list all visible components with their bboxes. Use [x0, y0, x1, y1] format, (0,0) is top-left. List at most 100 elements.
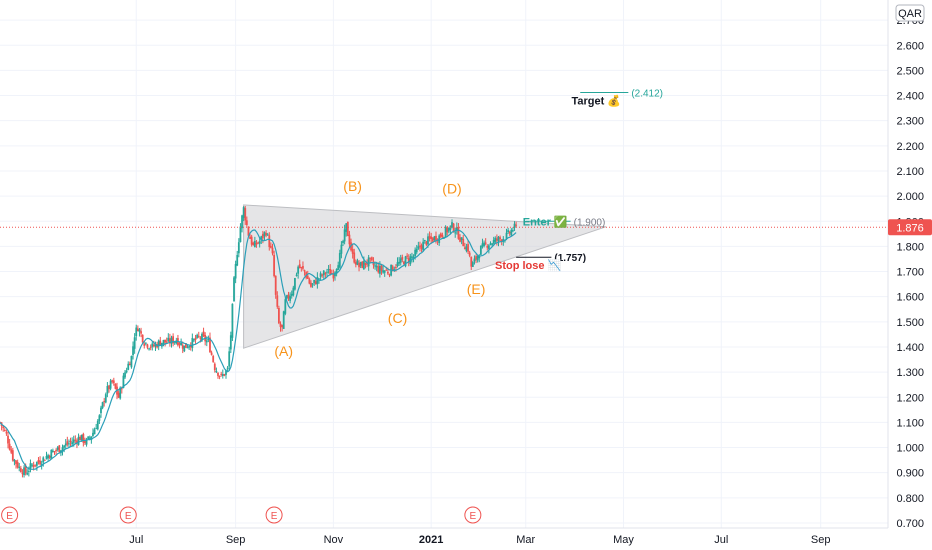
candle-body — [23, 467, 25, 476]
candle-body — [247, 226, 250, 236]
candle-body — [66, 441, 69, 445]
x-tick-label: Jul — [714, 534, 728, 546]
candle-body — [210, 352, 213, 355]
candle-body — [473, 258, 476, 262]
candle-body — [297, 266, 300, 274]
candle-body — [318, 278, 320, 280]
candle-body — [122, 375, 125, 389]
candle-body — [229, 335, 232, 350]
candle-body — [451, 222, 453, 228]
candle-body — [77, 436, 80, 445]
candle-body — [74, 439, 77, 441]
candle-body — [84, 440, 86, 443]
candle-body — [85, 439, 88, 445]
candle-body — [364, 262, 367, 265]
candle-body — [196, 334, 199, 338]
candle-body — [213, 363, 216, 371]
candle-body — [133, 337, 136, 349]
candle-body — [294, 278, 296, 290]
candle-body — [351, 249, 354, 254]
candle-body — [76, 440, 78, 444]
candle-body — [13, 459, 16, 462]
candle-body — [80, 434, 83, 441]
y-tick-label: 2.300 — [896, 116, 924, 128]
candle-body — [261, 234, 264, 239]
candle-body — [144, 342, 147, 344]
candle-body — [215, 371, 218, 373]
candle-body — [205, 340, 208, 343]
candle-body — [335, 269, 338, 274]
candle-body — [34, 464, 37, 466]
candle-body — [289, 296, 292, 301]
candle-body — [169, 338, 171, 344]
x-tick-label: 2021 — [419, 534, 443, 546]
candle-body — [334, 272, 336, 277]
candle-body — [252, 242, 255, 246]
candle-body — [324, 273, 327, 275]
candle-body — [332, 273, 335, 279]
candle-body — [27, 470, 30, 472]
candle-body — [263, 232, 266, 237]
candle-body — [154, 343, 157, 347]
candle-body — [403, 261, 405, 265]
x-tick-label: Sep — [226, 534, 246, 546]
earnings-circle — [119, 506, 137, 524]
candle-body — [193, 339, 195, 341]
enter-value-label: (1.900) — [574, 217, 606, 228]
candle-body — [489, 243, 492, 245]
candle-body — [356, 260, 359, 265]
candle-body — [72, 439, 75, 443]
earnings-marker[interactable]: E — [1, 506, 19, 524]
candle-body — [92, 432, 94, 437]
candle-body — [443, 236, 445, 239]
earnings-marker[interactable]: E — [265, 506, 283, 524]
candle-body — [281, 324, 284, 328]
candle-body — [303, 270, 306, 272]
candle-body — [253, 240, 256, 248]
candle-body — [82, 433, 85, 443]
candle-body — [175, 340, 178, 344]
candle-body — [266, 234, 269, 236]
candle-body — [282, 311, 285, 329]
candle-body — [186, 347, 189, 349]
candle-body — [58, 445, 61, 453]
candle-body — [245, 220, 248, 225]
target-value-label: (2.412) — [631, 89, 663, 100]
wave-label: (A) — [274, 343, 293, 359]
price-axis[interactable] — [887, 0, 932, 528]
candle-body — [486, 245, 489, 248]
earnings-marker[interactable]: E — [119, 506, 137, 524]
trade-levels: (2.412) Target 💰 (1.900) Enter ✅ (1.757)Stop… — [495, 89, 663, 273]
candle-body — [165, 341, 168, 343]
candle-body — [310, 282, 312, 287]
triangle-pattern — [243, 204, 607, 349]
candle-body — [358, 263, 360, 268]
candle-body — [342, 241, 344, 243]
y-tick-label: 1.300 — [896, 367, 924, 379]
candle-body — [462, 238, 465, 247]
candle-body — [35, 461, 38, 466]
candle-body — [286, 295, 288, 298]
earnings-circle — [1, 506, 19, 524]
candle-body — [495, 238, 498, 241]
candle-body — [401, 257, 404, 260]
candle-body — [106, 386, 109, 394]
candle-body — [454, 232, 457, 234]
candle-body — [148, 348, 150, 350]
candle-body — [313, 279, 316, 283]
candle-body — [329, 269, 332, 276]
candle-body — [140, 331, 142, 334]
candle-body — [71, 442, 74, 445]
candle-body — [43, 459, 46, 461]
candle-body — [455, 227, 458, 232]
candle-body — [383, 270, 386, 273]
candle-body — [467, 244, 469, 252]
candle-body — [338, 253, 341, 268]
currency-label: QAR — [898, 8, 922, 20]
earnings-letter: E — [125, 511, 132, 522]
earnings-marker[interactable]: E — [464, 506, 482, 524]
candle-body — [395, 267, 397, 269]
candle-body — [56, 447, 59, 450]
candle-body — [141, 334, 144, 343]
